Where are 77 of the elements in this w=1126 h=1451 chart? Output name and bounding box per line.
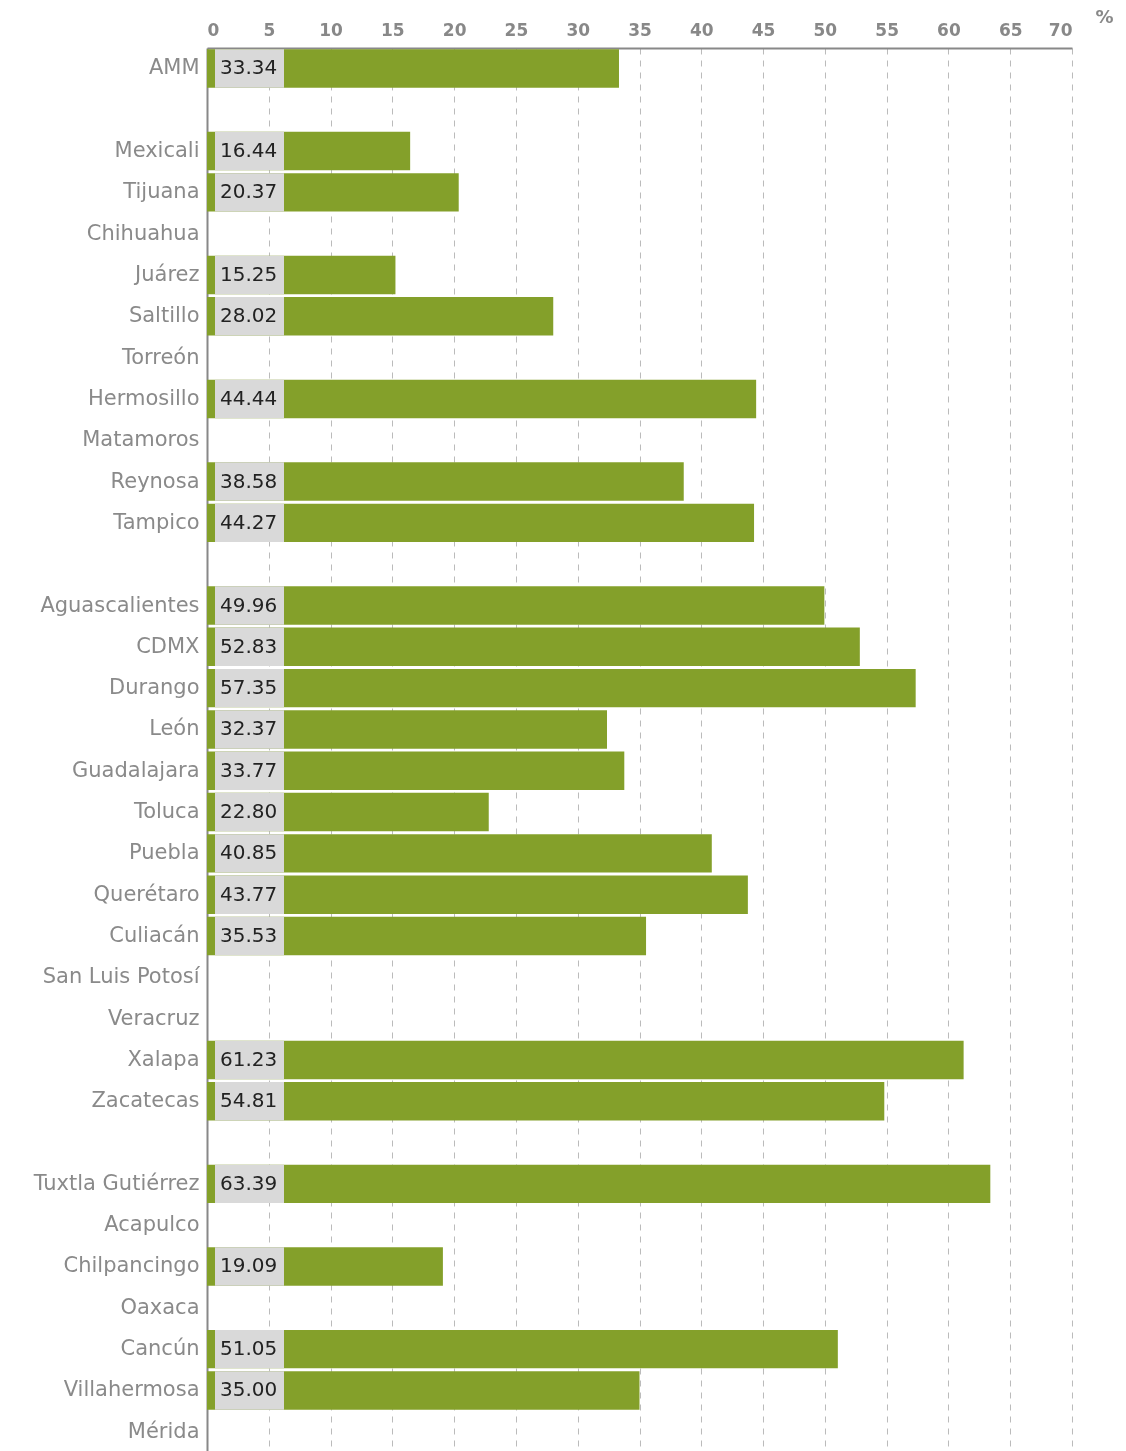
text: 19.09 xyxy=(220,1253,278,1278)
text: 33.77 xyxy=(220,757,278,782)
bar xyxy=(207,379,757,419)
x-tick-label: 60 xyxy=(937,20,961,41)
x-tick-label: 70 xyxy=(1048,20,1073,41)
y-tick-label: Torreón xyxy=(120,344,200,369)
y-tick-label: Tuxtla Gutiérrez xyxy=(32,1170,200,1195)
y-tick-label: Matamoros xyxy=(82,427,200,452)
y-tick-label: Querétaro xyxy=(93,881,200,906)
y-tick-label: CDMX xyxy=(136,633,200,658)
y-tick-label: Xalapa xyxy=(127,1046,200,1071)
bar xyxy=(207,668,916,708)
x-tick-label: 5 xyxy=(263,20,276,41)
y-tick-label: Cancún xyxy=(120,1336,200,1361)
x-tick-label: 50 xyxy=(813,20,838,41)
x-axis-title: % xyxy=(1095,6,1114,28)
y-tick-label: Reynosa xyxy=(110,468,200,493)
text: 51.05 xyxy=(220,1336,278,1361)
x-tick-label: 20 xyxy=(442,20,467,41)
text: 44.44 xyxy=(220,385,278,410)
text: 40.85 xyxy=(220,840,278,865)
y-tick-label: Villahermosa xyxy=(63,1377,200,1402)
y-tick-label: Chilpancingo xyxy=(63,1253,200,1278)
bar xyxy=(207,1329,838,1369)
text: 20.37 xyxy=(220,179,278,204)
x-tick-label: 65 xyxy=(998,20,1023,41)
text: 38.58 xyxy=(220,468,278,493)
y-tick-label: San Luis Potosí xyxy=(42,964,201,989)
text: 57.35 xyxy=(220,675,278,700)
y-tick-label: Saltillo xyxy=(128,303,200,328)
text: 54.81 xyxy=(220,1088,278,1113)
x-tick-label: 25 xyxy=(504,20,529,41)
y-tick-label: Toluca xyxy=(132,799,200,824)
text: 52.83 xyxy=(220,633,278,658)
x-tick-label: 15 xyxy=(381,20,405,41)
text: 63.39 xyxy=(220,1170,278,1195)
x-tick-label: 35 xyxy=(628,20,652,41)
text: 28.02 xyxy=(220,303,278,328)
y-tick-label: Veracruz xyxy=(107,1005,200,1030)
y-tick-label: Mérida xyxy=(127,1418,200,1443)
bar xyxy=(207,586,825,625)
text: 61.23 xyxy=(220,1046,278,1071)
text: 49.96 xyxy=(220,592,278,617)
text: 43.77 xyxy=(220,881,278,906)
y-tick-label: AMM xyxy=(148,55,200,80)
y-tick-label: Chihuahua xyxy=(86,220,200,245)
y-tick-label: Culiacán xyxy=(109,923,200,947)
x-tick-label: 55 xyxy=(875,20,899,41)
y-tick-label: Durango xyxy=(109,675,200,700)
text: 32.37 xyxy=(220,716,278,741)
bar xyxy=(207,1164,991,1204)
y-tick-label: Aguascalientes xyxy=(40,592,200,617)
text: 35.53 xyxy=(220,923,278,947)
x-tick-label: 45 xyxy=(751,20,776,41)
y-tick-label: Hermosillo xyxy=(88,385,200,410)
y-tick-label: Guadalajara xyxy=(72,757,200,782)
text: 16.44 xyxy=(220,138,278,163)
y-tick-label: Tampico xyxy=(112,509,200,534)
bar xyxy=(207,1040,964,1080)
text: 35.00 xyxy=(220,1377,278,1402)
x-tick-label: 10 xyxy=(319,20,343,41)
y-tick-label: Tijuana xyxy=(122,179,200,204)
y-tick-label: León xyxy=(149,716,200,741)
x-tick-label: 30 xyxy=(566,20,591,41)
text: 22.80 xyxy=(220,799,278,824)
y-tick-label: Puebla xyxy=(128,840,200,865)
y-tick-label: Oaxaca xyxy=(120,1294,200,1319)
text: 33.34 xyxy=(220,55,278,80)
bar xyxy=(207,462,684,501)
x-tick-label: 40 xyxy=(689,20,714,41)
text: 44.27 xyxy=(220,509,278,534)
y-tick-label: Juárez xyxy=(133,262,200,287)
text: 15.25 xyxy=(220,262,278,287)
y-tick-label: Mexicali xyxy=(114,138,200,163)
y-tick-label: Acapulco xyxy=(104,1212,200,1237)
y-tick-label: Zacatecas xyxy=(91,1088,200,1113)
x-tick-label: 0 xyxy=(207,20,220,41)
